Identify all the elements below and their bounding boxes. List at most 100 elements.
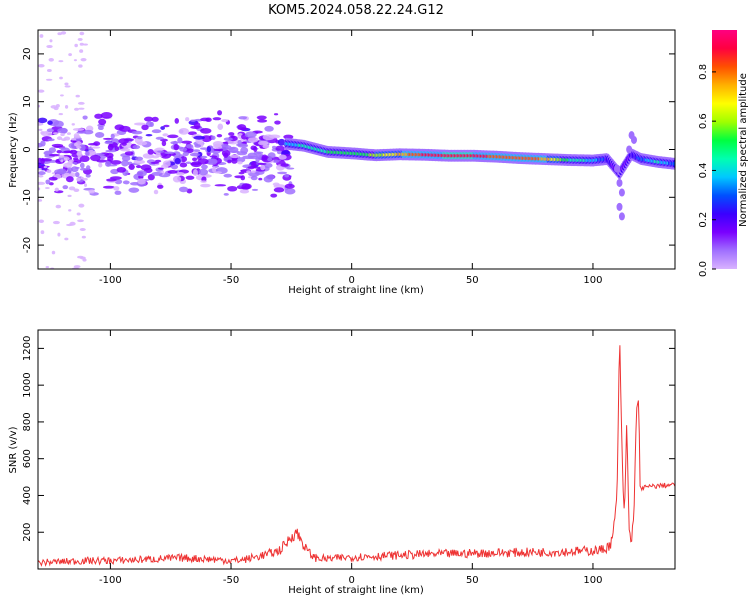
spectrogram-cell — [46, 169, 52, 174]
spectrogram-cell — [206, 146, 212, 153]
y-tick-label: 0 — [22, 146, 33, 152]
spectrogram-cell — [230, 135, 236, 139]
spectrogram-cell — [46, 44, 53, 49]
spectrogram-cell — [262, 144, 270, 149]
snr-x-label: Height of straight line (km) — [288, 585, 424, 596]
spectrogram-cell — [48, 57, 54, 62]
spectrogram-cell — [78, 203, 85, 208]
spectrogram-cell — [45, 186, 50, 190]
spectrogram-cell — [242, 155, 254, 160]
spectrogram-cell — [250, 170, 257, 174]
spectrogram-cell — [54, 187, 59, 192]
spectrogram-cell — [40, 140, 46, 147]
spectrogram-cell — [82, 43, 88, 46]
spectrogram-cell — [141, 124, 149, 131]
spectrogram-cell — [223, 173, 233, 178]
x-tick-label: -50 — [223, 275, 239, 286]
spectrogram-cell — [228, 132, 235, 136]
spectrogram-cell — [221, 119, 229, 123]
spectrogram-cell — [179, 162, 188, 168]
spectrogram-cell — [185, 175, 195, 180]
spectrogram-cell — [247, 137, 259, 143]
colorbar-tick-label: 0.2 — [698, 212, 709, 228]
spectrogram-cell — [236, 157, 246, 163]
spectrogram-cell — [255, 151, 264, 155]
spectrogram-cell — [40, 158, 53, 162]
spectrogram-cell — [38, 199, 43, 202]
spectrogram-cell — [626, 145, 633, 154]
spectrogram-cell — [62, 185, 69, 190]
spectrogram-cell — [277, 171, 288, 175]
spectrogram-cell — [56, 136, 63, 141]
spectrogram-cell — [76, 177, 81, 182]
spectrogram-cell — [58, 113, 64, 116]
snr-y-ticks: 200 400 600 800 1000 1200 — [22, 336, 675, 542]
spectrogram-cell — [172, 151, 181, 158]
spectrogram-cell — [81, 235, 86, 239]
spectrogram-cell — [176, 172, 185, 176]
spectrogram-cell — [190, 119, 196, 122]
spectrogram-cell — [251, 188, 259, 191]
spectrogram-cell — [136, 136, 143, 140]
spectrogram-cell — [114, 124, 125, 131]
spectrogram-ridge-core — [672, 161, 675, 166]
spectrogram-cell — [79, 31, 85, 36]
spectrogram-cell — [133, 159, 146, 164]
spectrogram-cell — [94, 113, 103, 119]
spectrogram-cell — [147, 174, 155, 181]
x-tick-label: 0 — [348, 275, 354, 286]
spectrogram-cell — [227, 185, 238, 192]
spectrogram-cell — [77, 37, 83, 41]
spectrogram-cell — [162, 160, 171, 167]
spectrogram-cell — [238, 171, 245, 175]
spectrogram-cell — [38, 117, 48, 124]
spectrogram-cell — [151, 171, 163, 176]
spectrogram-cell — [132, 145, 141, 150]
spectrogram-cell — [93, 141, 101, 147]
spectrogram-cell — [104, 160, 112, 167]
spectrogram-cell — [193, 122, 201, 130]
x-tick-label: -100 — [99, 275, 122, 286]
spectrogram-cell — [64, 105, 69, 109]
spectrogram-cell — [94, 131, 105, 138]
colorbar: 0.0 0.2 0.4 0.6 0.8 Normalized spectral ampl… — [698, 30, 749, 277]
spectrogram-cell — [234, 175, 244, 179]
spectrogram-cell — [49, 39, 53, 43]
x-tick-label: 100 — [583, 575, 602, 586]
spectrogram-cell — [48, 147, 57, 153]
spectrogram-cell — [113, 186, 120, 191]
spectrogram-cell — [60, 94, 64, 97]
spectrogram-cell — [145, 133, 153, 137]
spectrogram-cell — [271, 145, 277, 150]
spectrogram-cell — [178, 128, 190, 135]
spectrogram-cell — [199, 147, 209, 150]
spectrogram-cell — [223, 137, 233, 141]
spectrogram-cell — [237, 124, 247, 130]
spectrogram-cell — [57, 32, 63, 36]
spectrogram-cell — [161, 140, 167, 147]
spectrogram-cell — [147, 149, 154, 155]
x-tick-label: 0 — [348, 575, 354, 586]
spectrogram-cell — [135, 165, 142, 169]
spectrogram-cell — [257, 119, 268, 123]
spectrogram-cell — [284, 174, 290, 178]
spectrogram-cell — [212, 117, 222, 121]
spectrogram-cell — [251, 161, 257, 168]
spectrogram-cell — [76, 152, 82, 156]
spectrogram-cell — [223, 193, 229, 196]
spectrogram-cell — [64, 237, 69, 241]
spectrogram-cell — [268, 134, 281, 139]
spectrogram-cell — [217, 123, 224, 131]
spectrogram-cell — [58, 154, 65, 158]
colorbar-tick-label: 0.0 — [698, 261, 709, 277]
spectrogram-cell — [74, 43, 78, 48]
spectrogram-cell — [185, 161, 192, 165]
spectrogram-cell — [271, 159, 280, 163]
spectrogram-cell — [133, 122, 146, 126]
y-tick-label: 800 — [22, 412, 33, 431]
spectrogram-cell — [110, 133, 115, 139]
spectrogram-cell — [274, 120, 281, 125]
spectrogram-cell — [180, 140, 193, 144]
x-tick-label: 50 — [466, 575, 479, 586]
